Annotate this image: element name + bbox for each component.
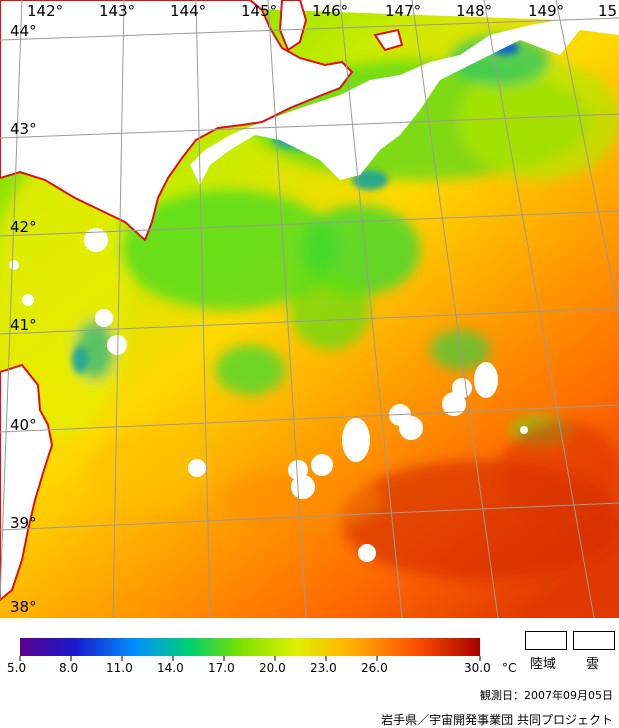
cloud-key-swatch: [573, 631, 615, 650]
latitude-label: 44°: [10, 22, 37, 40]
latitude-label: 38°: [10, 598, 37, 616]
latitude-label: 39°: [10, 514, 37, 532]
sea-surface-temperature-map: [0, 0, 619, 618]
honshu-land: [0, 363, 54, 602]
longitude-label: 148°: [456, 2, 493, 20]
longitude-label: 145°: [241, 2, 278, 20]
longitude-label: 142°: [27, 2, 64, 20]
longitude-label: 143°: [99, 2, 136, 20]
colorbar-tick-label: 23.0: [310, 661, 337, 675]
hokkaido-land: [0, 0, 354, 242]
colorbar-tick-label: 20.0: [259, 661, 286, 675]
latitude-label: 41°: [10, 316, 37, 334]
colorbar-tick-label: 11.0: [106, 661, 133, 675]
colorbar-tick-label: 5.0: [7, 661, 27, 675]
land-key-swatch: [525, 631, 567, 650]
colorbar-tick-label: 17.0: [208, 661, 235, 675]
colorbar-unit: °C: [502, 661, 517, 675]
observation-date: 観測日：2007年09月05日: [480, 689, 613, 702]
kuril-island: [373, 28, 404, 52]
graticule: [0, 0, 619, 618]
longitude-label: 147°: [385, 2, 422, 20]
colorbar-tick-label: 26.0: [361, 661, 388, 675]
longitude-label: 15: [598, 2, 618, 20]
longitude-label: 149°: [528, 2, 565, 20]
longitude-label: 144°: [170, 2, 207, 20]
cloud-areas: [0, 0, 619, 562]
legend-area: [19, 638, 481, 661]
longitude-label: 146°: [312, 2, 349, 20]
colorbar: [20, 638, 480, 656]
colorbar-ticks: [19, 656, 481, 661]
colorbar-tick-label: 30.0: [464, 661, 491, 675]
latitude-label: 43°: [10, 120, 37, 138]
cloud-key-label: 雲: [586, 657, 600, 672]
colorbar-tick-label: 14.0: [157, 661, 184, 675]
colorbar-tick-label: 8.0: [59, 661, 79, 675]
latitude-label: 40°: [10, 416, 37, 434]
latitude-label: 42°: [10, 218, 37, 236]
land-key-label: 陸域: [530, 657, 557, 672]
land-areas: [0, 0, 404, 602]
credit-text: 岩手県／宇宙開発事業団 共同プロジェクト: [381, 713, 613, 727]
